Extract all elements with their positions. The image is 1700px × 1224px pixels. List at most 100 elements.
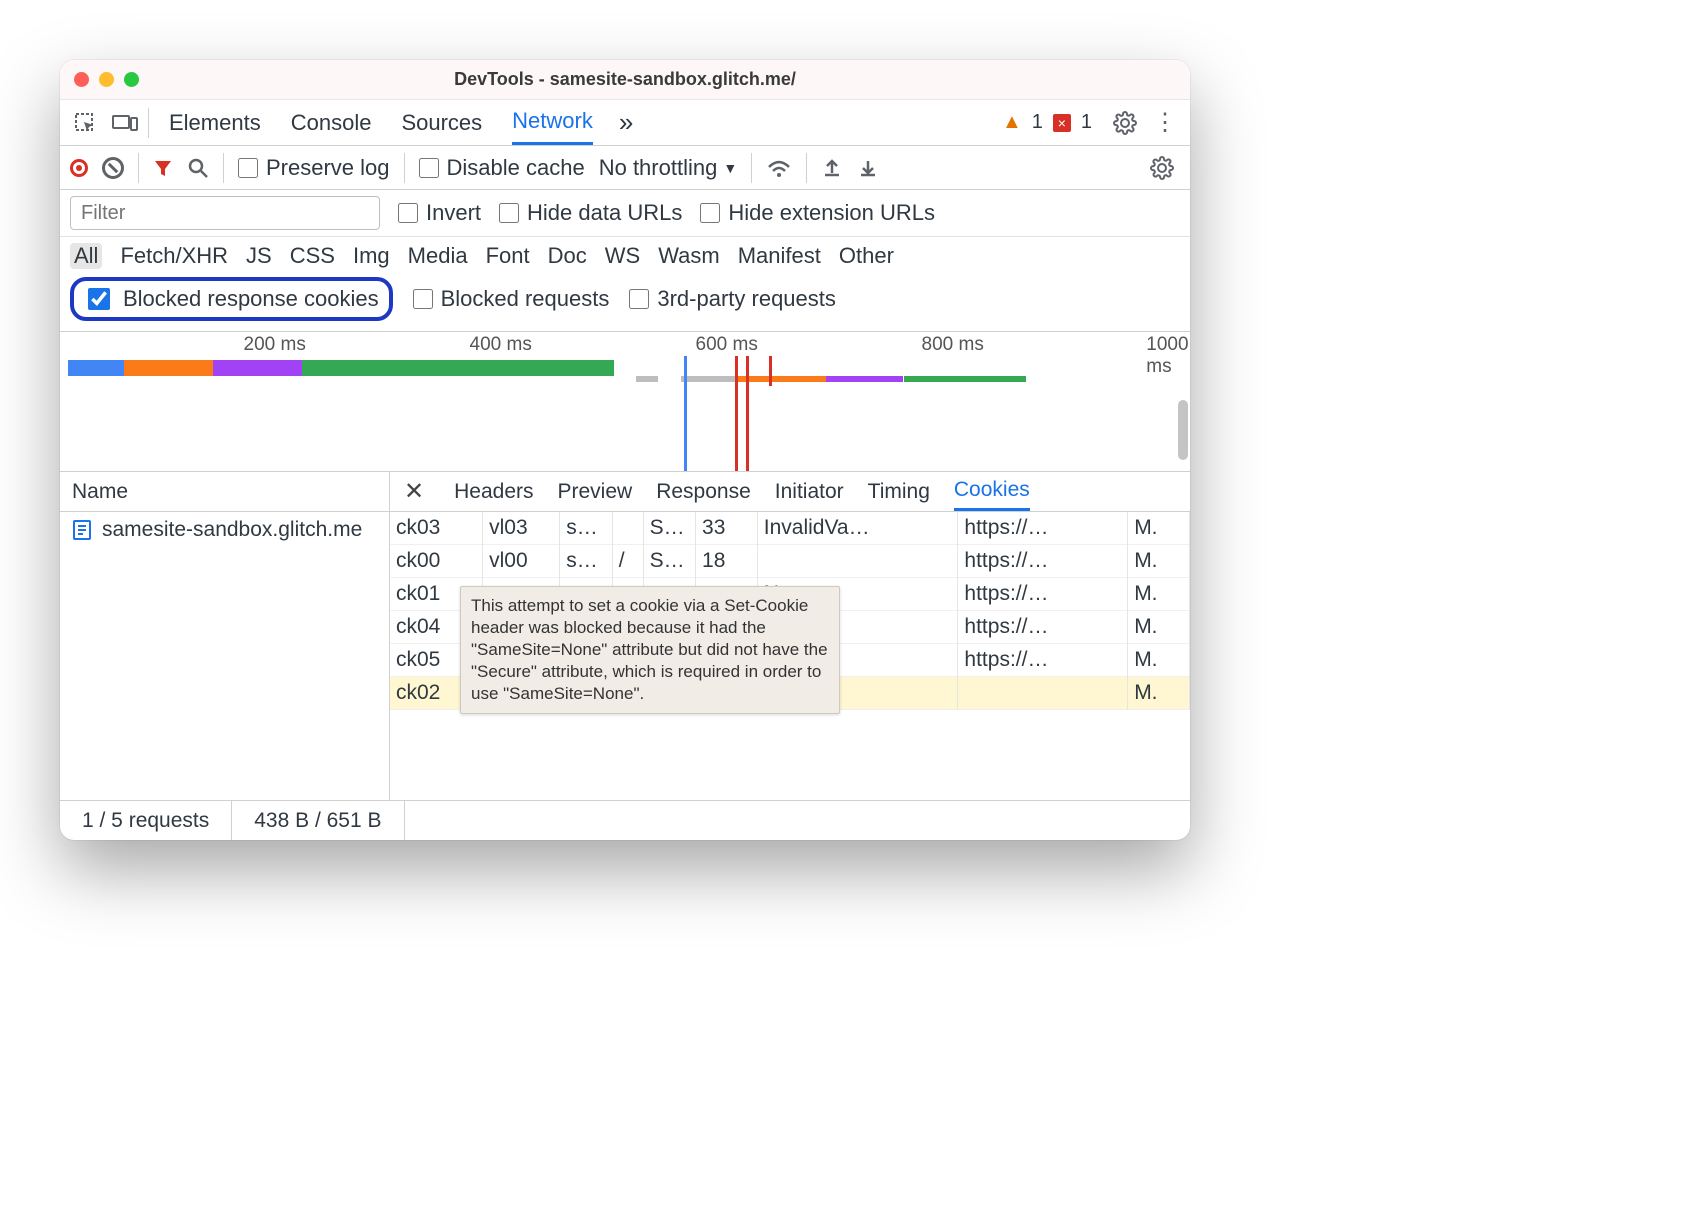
main-tab-sources[interactable]: Sources [401, 100, 482, 145]
main-tabs-row: ElementsConsoleSourcesNetwork » ▲ 1 × 1 … [60, 100, 1190, 146]
timeline-segment [904, 376, 1027, 382]
titlebar: DevTools - samesite-sandbox.glitch.me/ [60, 60, 1190, 100]
more-icon[interactable]: ⋮ [1148, 106, 1182, 140]
cookie-cell: ck03 [390, 512, 483, 545]
type-filter-js[interactable]: JS [246, 243, 272, 269]
time-label: 800 ms [922, 334, 984, 356]
blocked-requests-label: Blocked requests [441, 286, 610, 312]
cookie-cell: s… [560, 545, 612, 578]
export-har-icon[interactable] [821, 157, 843, 179]
disable-cache-label: Disable cache [447, 155, 585, 181]
type-filter-all[interactable]: All [70, 243, 102, 269]
throttling-select[interactable]: No throttling ▼ [599, 155, 737, 181]
scrollbar[interactable] [1178, 400, 1188, 794]
detail-tab-timing[interactable]: Timing [868, 472, 930, 511]
timeline-segment [213, 360, 302, 376]
tabs-overflow[interactable]: » [619, 107, 633, 138]
separator [806, 153, 807, 183]
cookie-cell: S… [643, 545, 695, 578]
type-filter-font[interactable]: Font [486, 243, 530, 269]
cookie-row[interactable]: ck03vl03s…S…33InvalidVa…https://…M. [390, 512, 1190, 545]
filter-icon[interactable] [153, 158, 173, 178]
hide-data-checkbox[interactable]: Hide data URLs [499, 200, 682, 226]
main-tab-network[interactable]: Network [512, 100, 593, 145]
detail-tab-cookies[interactable]: Cookies [954, 472, 1030, 511]
timeline-segment [68, 360, 124, 376]
issues-badges[interactable]: ▲ 1 × 1 [1002, 111, 1092, 134]
request-list: Name samesite-sandbox.glitch.me [60, 472, 390, 800]
type-filter-other[interactable]: Other [839, 243, 894, 269]
separator [751, 153, 752, 183]
record-button[interactable] [70, 159, 88, 177]
hide-ext-checkbox[interactable]: Hide extension URLs [700, 200, 935, 226]
timeline[interactable]: 200 ms400 ms600 ms800 ms1000 ms [60, 332, 1190, 472]
split-view: Name samesite-sandbox.glitch.me ✕ Header… [60, 472, 1190, 800]
cookie-cell [958, 677, 1128, 710]
third-party-label: 3rd-party requests [657, 286, 836, 312]
blocked-requests-checkbox[interactable]: Blocked requests [413, 286, 610, 312]
request-list-header[interactable]: Name [60, 472, 389, 512]
status-transfer: 438 B / 651 B [232, 801, 404, 840]
cookie-cell: https://… [958, 611, 1128, 644]
cookie-cell: s… [560, 512, 612, 545]
cookie-cell: 18 [696, 545, 758, 578]
cookie-cell: https://… [958, 578, 1128, 611]
cookie-cell: https://… [958, 512, 1128, 545]
timeline-marker [769, 356, 772, 386]
status-requests: 1 / 5 requests [60, 801, 232, 840]
blocked-cookies-label: Blocked response cookies [123, 286, 379, 312]
detail-tab-response[interactable]: Response [656, 472, 751, 511]
main-tabs: Elements Console Sources Network [169, 100, 593, 145]
cookies-table: ck03vl03s…S…33InvalidVa…https://…M.ck00v… [390, 512, 1190, 800]
detail-tab-initiator[interactable]: Initiator [775, 472, 844, 511]
network-conditions-icon[interactable] [766, 157, 792, 179]
cookie-cell [757, 545, 958, 578]
type-filter-manifest[interactable]: Manifest [738, 243, 821, 269]
type-filter-img[interactable]: Img [353, 243, 390, 269]
type-filter-css[interactable]: CSS [290, 243, 335, 269]
throttling-label: No throttling [599, 155, 718, 181]
clear-button[interactable] [102, 157, 124, 179]
disable-cache-checkbox[interactable]: Disable cache [419, 155, 585, 181]
type-filter-media[interactable]: Media [408, 243, 468, 269]
preserve-log-checkbox[interactable]: Preserve log [238, 155, 390, 181]
search-icon[interactable] [187, 157, 209, 179]
type-filter-ws[interactable]: WS [605, 243, 640, 269]
detail-tab-preview[interactable]: Preview [558, 472, 633, 511]
timeline-segment [826, 376, 904, 382]
separator [138, 153, 139, 183]
invert-checkbox[interactable]: Invert [398, 200, 481, 226]
type-filter-doc[interactable]: Doc [548, 243, 587, 269]
type-filter-wasm[interactable]: Wasm [658, 243, 720, 269]
type-filter-fetchxhr[interactable]: Fetch/XHR [120, 243, 228, 269]
window-title: DevTools - samesite-sandbox.glitch.me/ [60, 69, 1190, 90]
device-icon[interactable] [108, 106, 142, 140]
request-details: ✕ Headers Preview Response Initiator Timing C… [390, 472, 1190, 800]
cookie-cell: vl03 [483, 512, 560, 545]
blocked-cookies-highlight: Blocked response cookies [70, 277, 393, 321]
close-details-icon[interactable]: ✕ [398, 477, 430, 506]
inspect-icon[interactable] [68, 106, 102, 140]
timeline-segment [124, 360, 213, 376]
cookie-cell: 33 [696, 512, 758, 545]
warning-icon: ▲ [1002, 111, 1022, 134]
filter-input[interactable] [70, 196, 380, 230]
separator [148, 108, 149, 138]
blocked-cookies-checkbox[interactable] [88, 288, 110, 310]
main-tab-elements[interactable]: Elements [169, 100, 261, 145]
request-row[interactable]: samesite-sandbox.glitch.me [60, 512, 389, 548]
status-bar: 1 / 5 requests 438 B / 651 B [60, 800, 1190, 840]
time-label: 400 ms [470, 334, 532, 356]
devtools-window: DevTools - samesite-sandbox.glitch.me/ E… [60, 60, 1190, 840]
main-tab-console[interactable]: Console [291, 100, 372, 145]
cookie-cell [612, 512, 643, 545]
cookie-cell: S… [643, 512, 695, 545]
third-party-checkbox[interactable]: 3rd-party requests [629, 286, 836, 312]
settings-icon[interactable] [1108, 106, 1142, 140]
detail-tab-headers[interactable]: Headers [454, 472, 533, 511]
timeline-segment [681, 376, 737, 382]
cookie-row[interactable]: ck00vl00s…/S…18https://…M. [390, 545, 1190, 578]
network-settings-icon[interactable] [1150, 156, 1174, 180]
import-har-icon[interactable] [857, 157, 879, 179]
error-count: 1 [1081, 111, 1092, 134]
